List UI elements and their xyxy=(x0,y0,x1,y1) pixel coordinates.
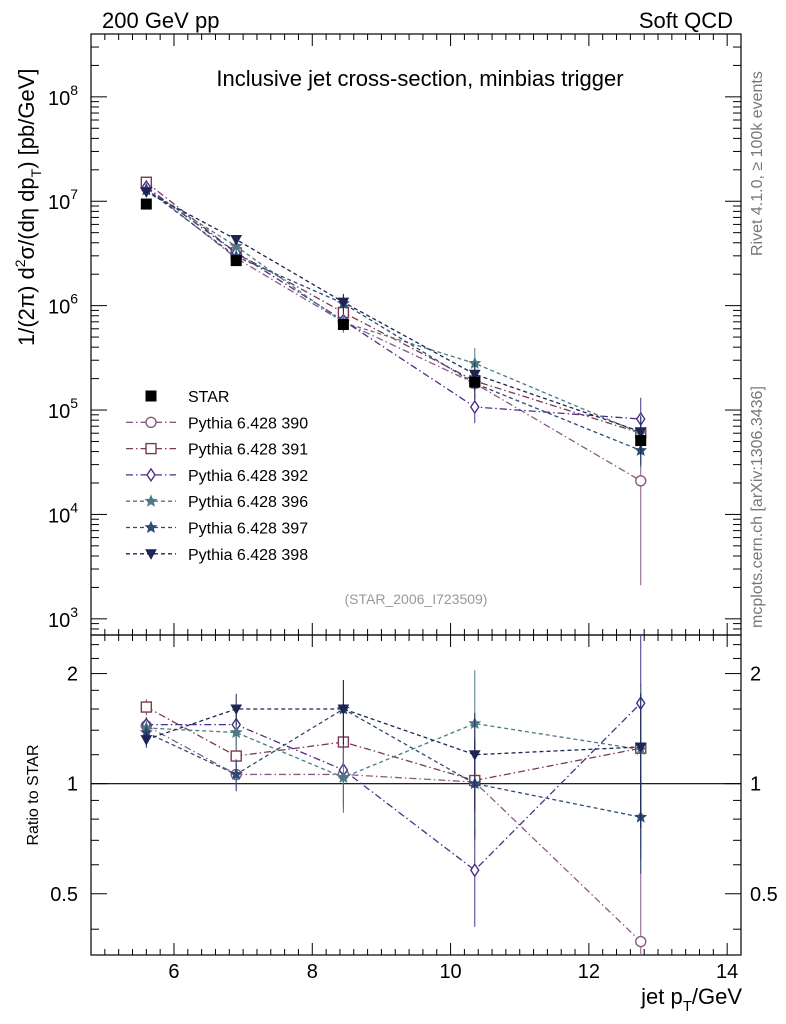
y-tick-label-main: 104 xyxy=(48,499,78,527)
legend-label: Pythia 6.428 392 xyxy=(188,468,308,485)
data-point xyxy=(229,725,243,739)
series-line-main xyxy=(145,186,641,420)
series-pythia-6-428-398 xyxy=(140,187,647,829)
y-axis-label-ratio: Ratio to STAR xyxy=(25,744,42,845)
legend: STAR Pythia 6.428 390 Pythia 6.428 391 Pyth… xyxy=(126,389,308,564)
series-pythia-6-428-390 xyxy=(140,181,647,955)
mcplots-credit-label: mcplots.cern.ch [arXiv:1306.3436] xyxy=(749,386,766,628)
data-point xyxy=(634,742,647,753)
ratio-plot-frame xyxy=(90,634,742,956)
y-tick-label-main: 107 xyxy=(48,186,78,214)
y-axis-label-main: 1/(2π) d2σ/(dη dpT) [pb/GeV] xyxy=(12,69,44,346)
data-point xyxy=(230,704,243,716)
series-line-main xyxy=(145,189,641,434)
data-point xyxy=(469,862,480,878)
y-label-sup: 2 xyxy=(12,259,28,267)
data-point xyxy=(140,187,153,198)
y-label-prefix: 1/(2π) d xyxy=(14,267,39,346)
analysis-id-label: (STAR_2006_I723509) xyxy=(345,591,488,607)
data-point xyxy=(468,750,481,761)
data-point xyxy=(145,416,157,428)
series-line-ratio xyxy=(146,725,642,943)
data-point xyxy=(140,701,153,713)
y-tick-label-ratio-right: 2 xyxy=(750,664,761,686)
legend-entry: STAR xyxy=(145,389,229,406)
rivet-version-label: Rivet 4.1.0, ≥ 100k events xyxy=(749,71,766,256)
data-point xyxy=(140,735,153,746)
y-tick-label-main: 106 xyxy=(48,291,78,319)
x-tick-label: 8 xyxy=(307,961,318,983)
plot-title: Inclusive jet cross-section, minbias tri… xyxy=(216,66,623,91)
series-layer xyxy=(139,176,648,955)
series-line-ratio xyxy=(146,702,642,872)
y-label-suffix: ) [pb/GeV] xyxy=(14,69,39,169)
data-point xyxy=(634,427,647,438)
y-tick-label-main: 108 xyxy=(48,82,78,110)
main-plot-frame xyxy=(90,33,742,636)
x-tick-label: 6 xyxy=(168,961,179,983)
legend-label: Pythia 6.428 391 xyxy=(188,442,308,459)
series-pythia-6-428-391 xyxy=(140,176,647,859)
x-label-sub: T xyxy=(683,998,692,1015)
y-label-sub: T xyxy=(28,168,44,177)
y-label-mid: σ/(dη dp xyxy=(14,177,39,259)
data-point xyxy=(469,376,481,388)
data-point xyxy=(140,198,152,210)
y-tick-label-ratio-right: 0.5 xyxy=(750,884,778,906)
series-star-data xyxy=(140,198,647,447)
legend-entry: Pythia 6.428 392 xyxy=(126,467,308,485)
legend-entry: Pythia 6.428 390 xyxy=(126,415,308,432)
series-line-ratio xyxy=(146,722,641,779)
legend-entry: Pythia 6.428 398 xyxy=(126,547,308,564)
data-point xyxy=(230,235,243,246)
legend-label: Pythia 6.428 396 xyxy=(188,494,308,511)
x-tick-label: 14 xyxy=(716,961,738,983)
data-point xyxy=(229,239,243,252)
data-point xyxy=(146,467,156,483)
x-label-main: jet p xyxy=(640,984,683,1009)
x-axis-label: jet pT/GeV xyxy=(640,984,742,1015)
data-point xyxy=(635,435,647,447)
x-tick-label: 10 xyxy=(439,961,461,983)
data-point xyxy=(230,255,242,267)
legend-entry: Pythia 6.428 397 xyxy=(126,521,308,538)
y-tick-label-ratio: 2 xyxy=(67,664,78,686)
legend-label: Pythia 6.428 390 xyxy=(188,415,308,432)
header-left-label: 200 GeV pp xyxy=(102,8,219,33)
series-line-ratio xyxy=(146,708,641,756)
legend-label: Pythia 6.428 398 xyxy=(188,547,308,564)
x-label-suffix: /GeV xyxy=(692,984,742,1009)
data-point xyxy=(337,318,349,330)
data-point xyxy=(145,390,157,402)
legend-label: Pythia 6.428 397 xyxy=(188,521,308,538)
legend-entry: Pythia 6.428 396 xyxy=(126,494,308,511)
header-right-label: Soft QCD xyxy=(639,8,733,33)
y-tick-label-ratio: 1 xyxy=(67,774,78,796)
series-line-main xyxy=(145,188,641,452)
y-tick-label-ratio-right: 1 xyxy=(750,774,761,796)
data-point xyxy=(468,369,481,381)
data-point xyxy=(635,475,647,487)
y-tick-label-main: 105 xyxy=(48,395,78,423)
data-point xyxy=(229,767,243,780)
data-point xyxy=(145,549,157,560)
data-point xyxy=(144,494,158,507)
legend-entry: Pythia 6.428 391 xyxy=(126,442,308,459)
y-tick-label-ratio: 0.5 xyxy=(50,884,78,906)
legend-label: STAR xyxy=(188,389,229,406)
data-point xyxy=(336,770,350,783)
series-line-ratio xyxy=(146,706,641,782)
data-point xyxy=(144,520,158,534)
data-point xyxy=(337,704,350,716)
y-tick-label-main: 103 xyxy=(48,604,78,632)
x-tick-label: 12 xyxy=(578,961,600,983)
data-point xyxy=(337,297,350,309)
data-point xyxy=(145,442,157,455)
data-point xyxy=(635,935,647,948)
data-point xyxy=(469,399,480,415)
